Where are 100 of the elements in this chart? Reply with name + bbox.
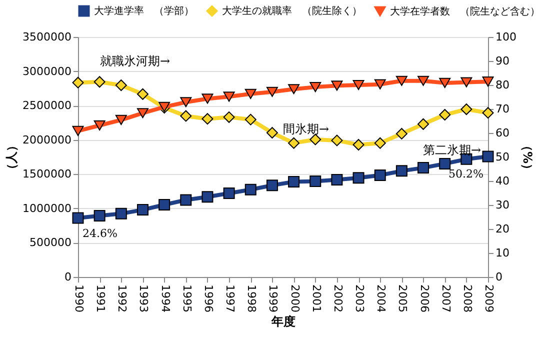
point xyxy=(136,204,148,216)
point xyxy=(202,113,214,125)
x-tick-label: 2002 xyxy=(331,284,344,312)
point xyxy=(244,88,256,99)
point xyxy=(94,210,106,222)
point xyxy=(374,79,386,90)
point xyxy=(72,126,84,136)
x-tick-label: 1996 xyxy=(202,284,215,312)
point xyxy=(396,128,408,140)
point xyxy=(115,79,127,91)
x-tick-label: 2000 xyxy=(288,284,302,312)
legend-label: 大学進学率 （学部） xyxy=(94,5,194,17)
x-tick-label: 1998 xyxy=(245,284,258,312)
point xyxy=(244,184,256,196)
x-tick-label: 2003 xyxy=(353,284,366,312)
point xyxy=(72,212,84,224)
point xyxy=(418,118,430,130)
point xyxy=(396,76,408,86)
y2-tick-label: 60 xyxy=(496,126,510,140)
legend-label: 大学在学者数 （院生など含む） xyxy=(390,5,540,18)
point xyxy=(460,77,472,88)
point xyxy=(331,174,343,186)
point xyxy=(374,169,386,181)
point xyxy=(288,84,300,94)
y-tick-label: 0 xyxy=(64,270,72,284)
data-label: 50.2% xyxy=(448,168,484,181)
x-tick-label: 1997 xyxy=(224,284,237,312)
point xyxy=(136,88,148,100)
point xyxy=(374,137,386,149)
point xyxy=(352,139,364,151)
data-label: 24.6% xyxy=(82,226,118,240)
x-tick-label: 2005 xyxy=(396,284,410,312)
x-tick-label: 1991 xyxy=(94,284,108,312)
point xyxy=(482,107,494,119)
y2-tick-label: 80 xyxy=(496,78,510,92)
point xyxy=(352,172,364,184)
y-tick-label: 3500000 xyxy=(22,30,72,44)
point xyxy=(180,194,192,206)
y-tick-label: 500000 xyxy=(30,236,72,250)
point xyxy=(94,120,106,130)
y-tick-label: 3000000 xyxy=(22,64,72,78)
point xyxy=(94,76,106,88)
annotation: 間氷期→ xyxy=(283,122,330,136)
point xyxy=(223,187,235,199)
point xyxy=(244,114,256,126)
x-tick-label: 1999 xyxy=(266,284,280,312)
x-tick-label: 2006 xyxy=(418,284,431,312)
point xyxy=(460,103,472,115)
x-axis-title: 年度 xyxy=(270,314,296,328)
y-tick-label: 2500000 xyxy=(22,99,72,112)
point xyxy=(482,76,494,87)
point xyxy=(288,137,300,149)
y2-tick-label: 20 xyxy=(496,222,510,236)
point xyxy=(439,109,451,121)
x-tick-label: 2007 xyxy=(439,284,452,312)
point xyxy=(115,114,127,126)
x-tick-label: 1993 xyxy=(137,284,150,312)
point xyxy=(439,78,451,88)
x-tick-label: 2009 xyxy=(482,284,496,312)
point xyxy=(310,82,322,92)
y2-tick-label: 90 xyxy=(496,54,510,68)
x-tick-label: 2001 xyxy=(310,284,323,312)
x-tick-label: 1992 xyxy=(116,284,129,312)
point xyxy=(180,110,192,122)
y-tick-label: 2000000 xyxy=(22,133,72,146)
point xyxy=(418,76,430,86)
x-tick-label: 2008 xyxy=(460,284,474,312)
y2-tick-label: 40 xyxy=(496,174,510,188)
point xyxy=(72,76,84,88)
point xyxy=(266,127,278,139)
x-tick-label: 1995 xyxy=(180,284,194,312)
y2-tick-label: 0 xyxy=(496,270,502,284)
x-tick-label: 2004 xyxy=(374,284,388,312)
point xyxy=(115,208,127,220)
y2-axis-title: （%） xyxy=(520,139,534,176)
point xyxy=(223,92,235,102)
annotation: 第二氷期→ xyxy=(423,143,482,157)
point xyxy=(331,80,343,91)
point xyxy=(158,199,170,211)
point xyxy=(266,86,278,97)
point xyxy=(136,108,148,118)
point xyxy=(439,158,451,170)
y-tick-label: 1000000 xyxy=(22,202,72,215)
y2-tick-label: 50 xyxy=(496,150,510,164)
point xyxy=(482,150,494,162)
y2-tick-label: 30 xyxy=(496,198,510,212)
point xyxy=(180,97,192,108)
y-tick-label: 1500000 xyxy=(22,168,72,181)
y2-tick-label: 10 xyxy=(496,246,510,260)
y2-tick-label: 100 xyxy=(496,30,516,44)
point xyxy=(202,191,214,203)
point xyxy=(310,175,322,187)
point xyxy=(418,162,430,174)
point xyxy=(202,94,214,104)
annotation: 就職氷河期→ xyxy=(100,54,170,68)
point xyxy=(352,80,364,90)
x-tick-label: 1994 xyxy=(158,284,172,312)
point xyxy=(310,134,322,146)
point xyxy=(288,176,300,188)
y2-tick-label: 70 xyxy=(496,102,510,116)
